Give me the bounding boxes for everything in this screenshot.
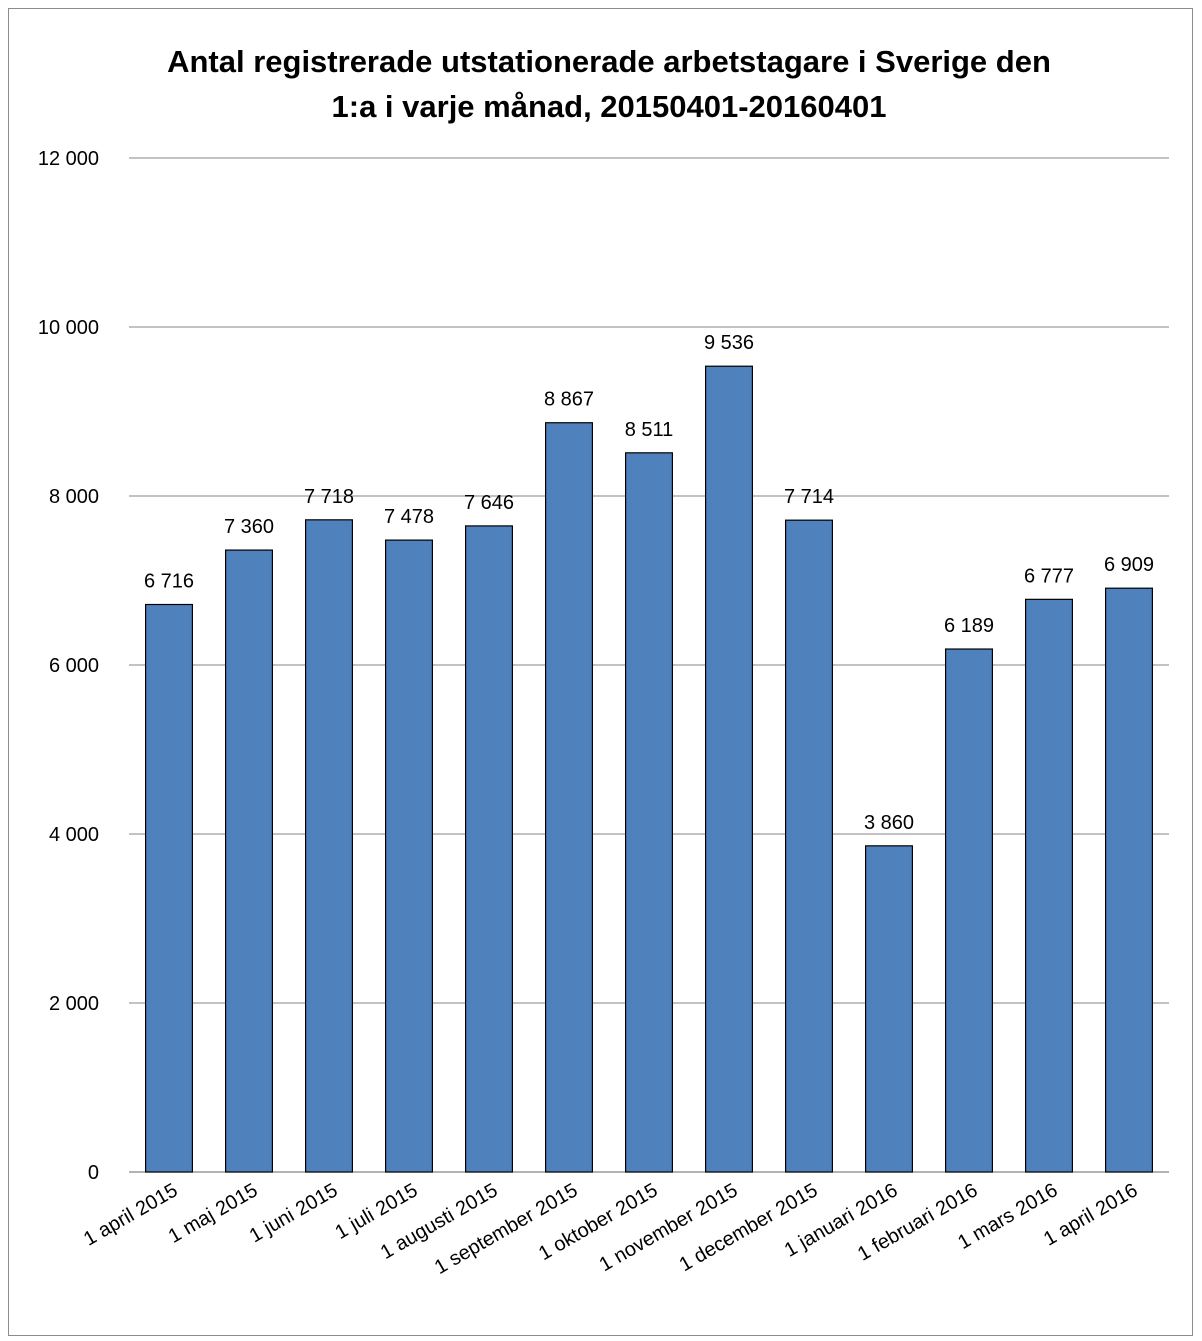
data-label: 7 714 xyxy=(784,486,834,508)
y-axis-tick-labels: 0 2 000 4 000 6 000 8 000 10 000 12 000 xyxy=(38,148,99,1184)
data-label: 7 718 xyxy=(304,486,354,508)
bar xyxy=(1024,598,1073,1173)
bar xyxy=(225,549,274,1173)
y-tick-label: 12 000 xyxy=(38,148,99,170)
x-tick-label: 1 december 2015 xyxy=(676,1179,822,1276)
bar xyxy=(145,603,194,1173)
bar xyxy=(305,519,354,1173)
data-label: 6 716 xyxy=(144,570,194,592)
data-label: 9 536 xyxy=(704,332,754,354)
data-label: 3 860 xyxy=(864,812,914,834)
data-label: 6 909 xyxy=(1104,554,1154,576)
bar xyxy=(864,845,913,1173)
chart-frame: Antal registrerade utstationerade arbets… xyxy=(8,8,1193,1336)
y-tick-label: 8 000 xyxy=(49,486,99,508)
bar xyxy=(465,525,514,1173)
y-tick-label: 6 000 xyxy=(49,655,99,677)
x-tick-label: 1 maj 2015 xyxy=(165,1179,262,1248)
y-tick-label: 2 000 xyxy=(49,993,99,1015)
y-tick-label: 10 000 xyxy=(38,317,99,339)
bar-chart: Antal registrerade utstationerade arbets… xyxy=(38,44,1169,1279)
data-labels: 6 716 7 360 7 718 7 478 7 646 8 867 8 511 9 536… xyxy=(144,332,1154,834)
bar xyxy=(385,539,434,1173)
bar xyxy=(784,519,833,1173)
data-label: 6 189 xyxy=(944,615,994,637)
bar xyxy=(1104,587,1153,1173)
chart-title-line-1: Antal registrerade utstationerade arbets… xyxy=(167,44,1051,79)
x-tick-label: 1 november 2015 xyxy=(596,1179,742,1276)
data-label: 7 646 xyxy=(464,492,514,514)
bar xyxy=(544,422,593,1173)
x-tick-label: 1 april 2015 xyxy=(80,1179,182,1250)
x-tick-label: 1 juni 2015 xyxy=(246,1179,342,1247)
y-tick-label: 4 000 xyxy=(49,824,99,846)
chart-title-line-2: 1:a i varje månad, 20150401-20160401 xyxy=(332,89,887,124)
bar xyxy=(704,365,753,1173)
data-label: 6 777 xyxy=(1024,565,1074,587)
data-label: 7 478 xyxy=(384,506,434,528)
bars xyxy=(145,365,1153,1173)
bar xyxy=(624,452,673,1173)
data-label: 8 511 xyxy=(625,419,674,441)
data-label: 7 360 xyxy=(224,516,274,538)
x-tick-label: 1 september 2015 xyxy=(431,1179,582,1279)
y-tick-label: 0 xyxy=(88,1162,99,1184)
data-label: 8 867 xyxy=(544,389,594,411)
bar xyxy=(944,648,993,1173)
